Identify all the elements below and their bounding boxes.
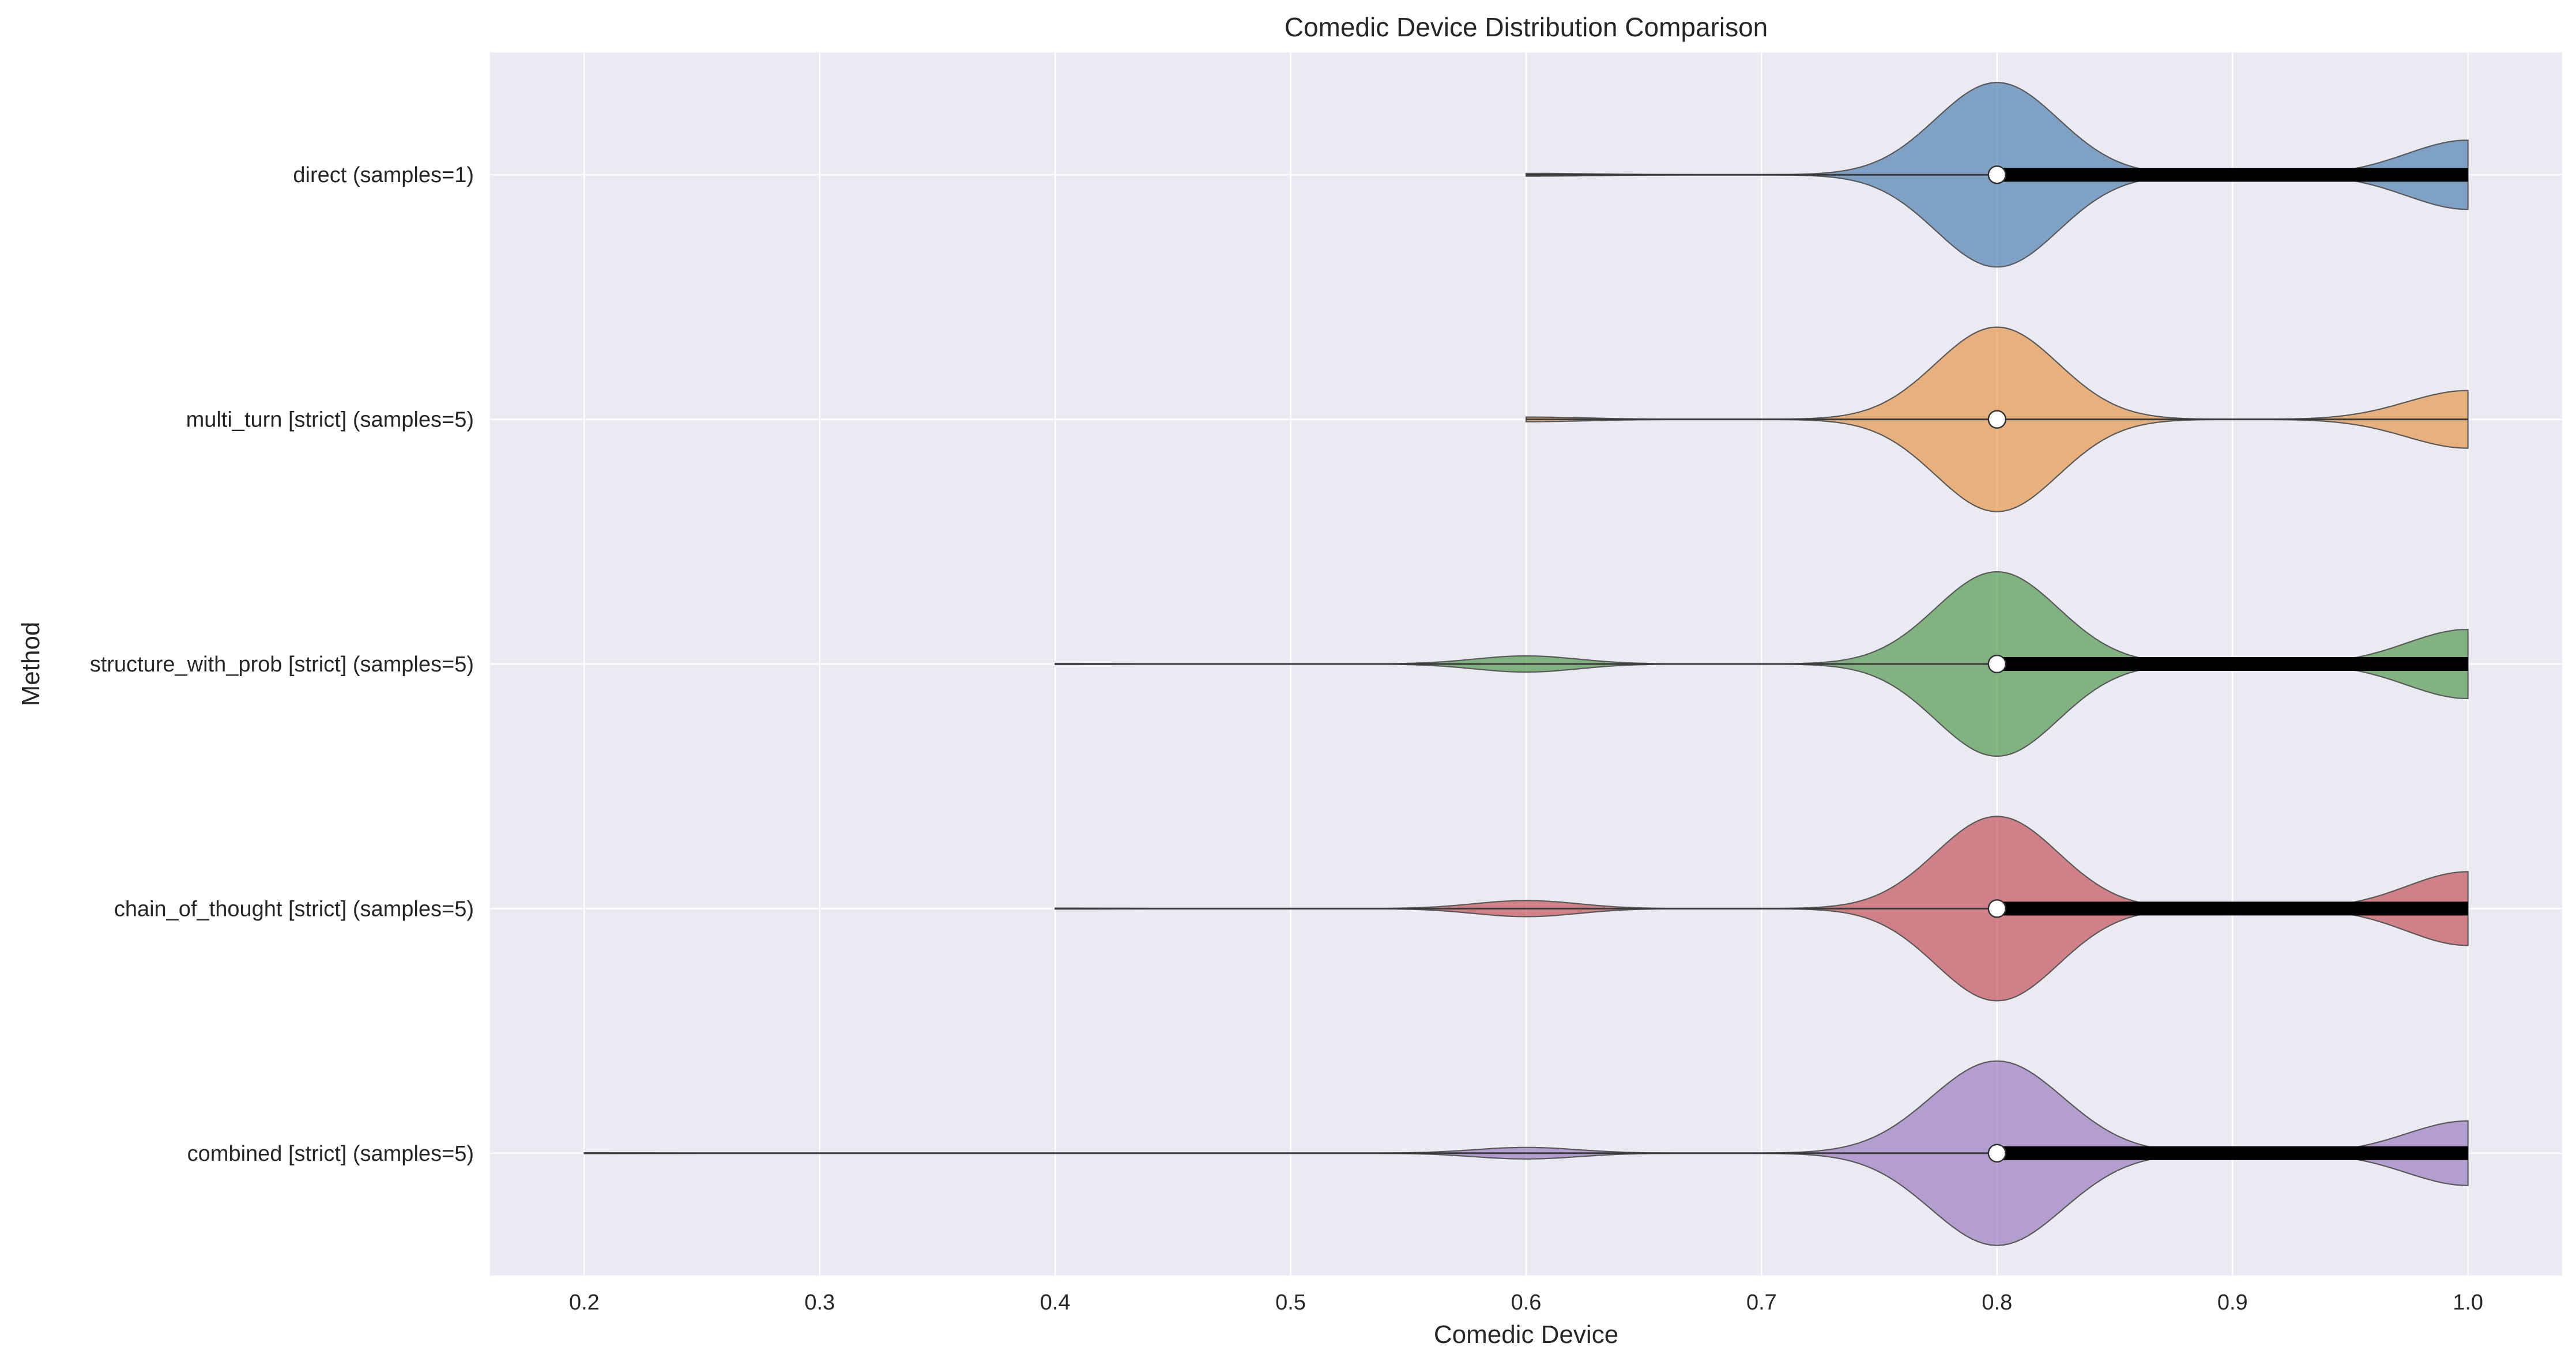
median-point — [1987, 410, 2007, 429]
x-tick-label: 0.3 — [804, 1290, 835, 1315]
x-axis-label: Comedic Device — [1434, 1320, 1618, 1349]
x-tick-label: 0.7 — [1746, 1290, 1777, 1315]
y-tick-label: combined [strict] (samples=5) — [187, 1142, 474, 1166]
violins — [583, 82, 2469, 1246]
x-tick-label: 0.8 — [1982, 1290, 2012, 1315]
y-tick-label: multi_turn [strict] (samples=5) — [186, 408, 474, 432]
violin-group — [1054, 571, 2469, 757]
median-point — [1987, 165, 2007, 184]
y-tick-label: direct (samples=1) — [293, 163, 474, 187]
chart-title: Comedic Device Distribution Comparison — [1285, 12, 1768, 42]
y-axis-label: Method — [17, 622, 45, 707]
median-point — [1987, 1144, 2007, 1163]
x-tick-label: 1.0 — [2453, 1290, 2483, 1315]
violin-group — [1525, 326, 2469, 512]
y-tick-label: chain_of_thought [strict] (samples=5) — [114, 897, 474, 921]
violin-group — [583, 1060, 2469, 1246]
median-point — [1987, 899, 2007, 918]
x-tick-label: 0.6 — [1511, 1290, 1542, 1315]
x-tick-label: 0.4 — [1040, 1290, 1071, 1315]
x-tick-label: 0.5 — [1275, 1290, 1306, 1315]
x-tick-labels: 0.2 0.3 0.4 0.5 0.6 0.7 0.8 0.9 1.0 — [569, 1290, 2483, 1315]
median-point — [1987, 654, 2007, 674]
violin-group — [1054, 816, 2469, 1002]
x-tick-label: 0.9 — [2217, 1290, 2248, 1315]
x-tick-label: 0.2 — [569, 1290, 600, 1315]
violin-group — [1525, 82, 2469, 268]
y-tick-labels: direct (samples=1) multi_turn [strict] (s… — [90, 163, 474, 1166]
y-tick-label: structure_with_prob [strict] (samples=5) — [90, 652, 474, 677]
